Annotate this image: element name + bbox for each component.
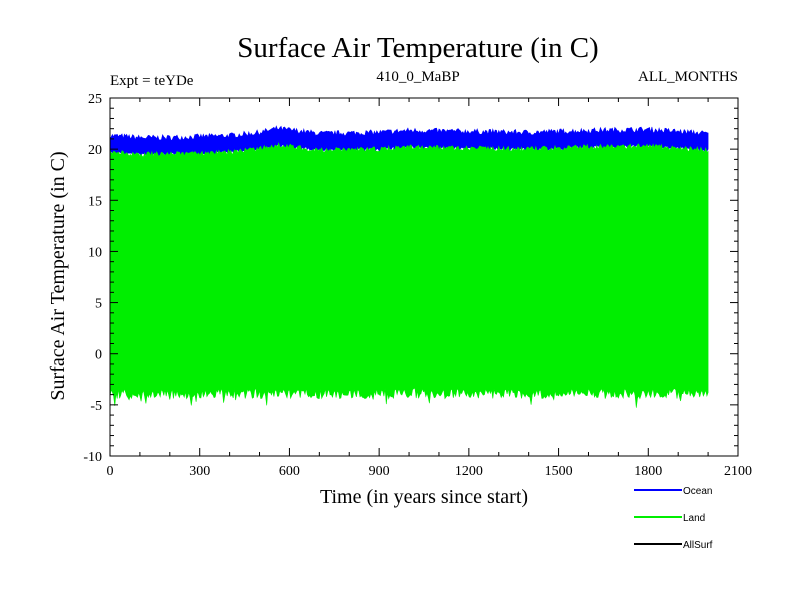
y-tick-label: -10 bbox=[83, 450, 102, 465]
y-tick-label: -5 bbox=[90, 399, 102, 414]
legend-allsurf-label: AllSurf bbox=[683, 540, 713, 551]
y-tick-label: 25 bbox=[88, 92, 102, 107]
y-tick-label: 5 bbox=[95, 297, 102, 312]
axes-frame bbox=[109, 97, 739, 457]
legend: Ocean Land AllSurf bbox=[634, 486, 713, 551]
chart-title: Surface Air Temperature (in C) bbox=[237, 32, 598, 64]
x-tick-label: 300 bbox=[189, 464, 210, 479]
y-tick-label: 10 bbox=[88, 245, 102, 260]
months-label: ALL_MONTHS bbox=[638, 69, 738, 85]
y-tick-label: 20 bbox=[88, 143, 102, 158]
x-tick-label: 1200 bbox=[455, 464, 483, 479]
x-axis-label: Time (in years since start) bbox=[320, 486, 528, 508]
x-tick-label: 600 bbox=[279, 464, 300, 479]
experiment-label: Expt = teYDe bbox=[110, 73, 194, 89]
x-tick-label: 1800 bbox=[634, 464, 662, 479]
x-tick-label: 0 bbox=[107, 464, 114, 479]
x-tick-label: 2100 bbox=[724, 464, 752, 479]
y-tick-label: 0 bbox=[95, 348, 102, 363]
y-tick-label: 15 bbox=[88, 194, 102, 209]
axes: 0 300 600 900 1200 1500 1800 2100 -10 -5 0 5 10 15 20 2… bbox=[83, 92, 752, 479]
x-tick-label: 900 bbox=[369, 464, 390, 479]
period-label: 410_0_MaBP bbox=[376, 69, 459, 85]
x-tick-label: 1500 bbox=[545, 464, 573, 479]
series-land bbox=[109, 141, 709, 408]
legend-ocean-label: Ocean bbox=[683, 486, 712, 497]
legend-land-label: Land bbox=[683, 513, 705, 524]
plot-area bbox=[109, 125, 709, 408]
y-axis-label: Surface Air Temperature (in C) bbox=[47, 151, 69, 400]
